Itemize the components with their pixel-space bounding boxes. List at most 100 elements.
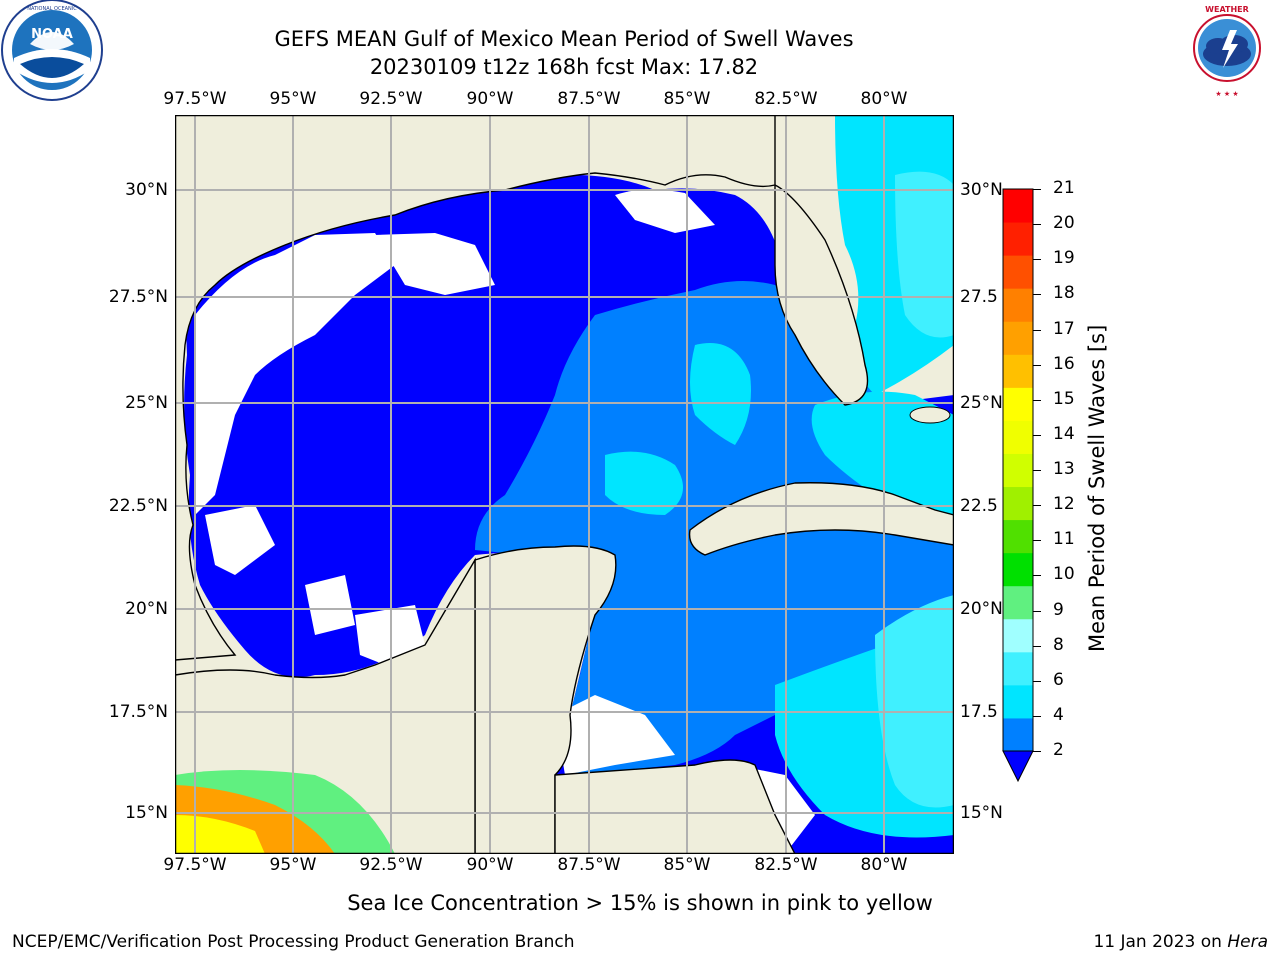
lat-tick-left: 22.5°N xyxy=(108,496,168,516)
svg-text:NATIONAL OCEANIC: NATIONAL OCEANIC xyxy=(27,6,77,12)
lon-tick-top: 80°W xyxy=(860,89,908,109)
lon-tick-bottom: 97.5°W xyxy=(163,855,227,875)
colorbar-tick-mark xyxy=(1033,399,1041,401)
footer-host: Hera xyxy=(1227,932,1268,952)
lon-tick-bottom: 80°W xyxy=(860,855,908,875)
colorbar-tick: 15 xyxy=(1053,388,1075,409)
lat-tick-right: 27.5 xyxy=(960,287,998,307)
lon-tick-bottom: 90°W xyxy=(466,855,514,875)
colorbar-tick: 21 xyxy=(1053,178,1075,198)
nodata-area xyxy=(555,695,675,775)
colorbar-segment xyxy=(1003,519,1033,554)
map-panel xyxy=(175,115,954,854)
lat-tick-left: 27.5°N xyxy=(108,287,168,307)
lon-tick-bottom: 95°W xyxy=(269,855,317,875)
chart-title: GEFS MEAN Gulf of Mexico Mean Period of … xyxy=(274,27,854,51)
central-america-land xyxy=(554,759,796,854)
colorbar-segment xyxy=(1003,255,1033,289)
colorbar-segment xyxy=(1003,585,1033,620)
swell-band-4-6 xyxy=(690,343,751,445)
colorbar-tick-mark xyxy=(1033,329,1041,331)
colorbar-segment xyxy=(1003,453,1033,488)
colorbar-tick-mark xyxy=(1033,715,1041,717)
footer-date-text: 11 Jan 2023 on xyxy=(1093,932,1228,952)
nodata-area xyxy=(195,233,395,515)
colorbar-segment xyxy=(1003,354,1033,388)
lat-tick-left: 15°N xyxy=(125,803,168,823)
colorbar-segment xyxy=(1003,618,1033,653)
lon-tick-bottom: 87.5°W xyxy=(557,855,621,875)
colorbar-tick: 17 xyxy=(1053,318,1075,339)
colorbar-tick: 10 xyxy=(1053,564,1075,585)
colorbar-segment xyxy=(1003,387,1033,421)
colorbar-under-triangle xyxy=(1002,750,1034,783)
colorbar-segment xyxy=(1003,288,1033,322)
colorbar-tick-mark xyxy=(1033,680,1041,682)
lat-tick-right: 15°N xyxy=(960,803,1003,823)
colorbar-tick: 16 xyxy=(1053,353,1075,374)
footer-producer: NCEP/EMC/Verification Post Processing Pr… xyxy=(12,932,575,952)
colorbar-tick: 6 xyxy=(1053,669,1064,690)
colorbar-tick-mark xyxy=(1033,540,1041,542)
us-gulf-coast xyxy=(175,115,776,661)
colorbar-segment xyxy=(1003,420,1033,454)
yucatan-land xyxy=(474,545,617,854)
lon-tick-top: 87.5°W xyxy=(557,89,621,109)
svg-text:★ ★ ★: ★ ★ ★ xyxy=(1215,90,1238,98)
colorbar-tick: 9 xyxy=(1053,599,1064,620)
nodata-area xyxy=(205,505,275,575)
colorbar-segment xyxy=(1003,486,1033,521)
colorbar-tick-mark xyxy=(1033,294,1041,296)
nws-logo: WEATHER ★ ★ ★ xyxy=(1180,1,1274,98)
colorbar-tick-mark xyxy=(1033,645,1041,647)
colorbar-tick-mark xyxy=(1033,470,1041,471)
map-frame xyxy=(175,115,954,854)
colorbar-tick-mark xyxy=(1033,189,1041,190)
colorbar-tick: 19 xyxy=(1053,248,1075,269)
lat-tick-right: 20°N xyxy=(960,599,1003,619)
lon-tick-bottom: 82.5°W xyxy=(754,855,818,875)
noaa-logo-text: NOAA xyxy=(31,27,73,42)
colorbar-tick: 8 xyxy=(1053,634,1064,655)
lon-tick-bottom: 92.5°W xyxy=(359,855,423,875)
lat-tick-right: 17.5 xyxy=(960,702,998,722)
colorbar-tick-mark xyxy=(1033,364,1041,366)
lon-tick-top: 90°W xyxy=(466,89,514,109)
lat-tick-right: 22.5 xyxy=(960,496,998,516)
lat-tick-left: 20°N xyxy=(125,599,168,619)
colorbar-tick: 20 xyxy=(1053,213,1075,234)
pacific-swell xyxy=(175,815,265,854)
colorbar xyxy=(1002,188,1034,783)
lat-tick-left: 25°N xyxy=(125,393,168,413)
swell-band-6-8 xyxy=(875,595,954,808)
colorbar-tick-mark xyxy=(1033,575,1041,577)
colorbar-segment xyxy=(1003,321,1033,355)
noaa-logo: NOAA NATIONAL OCEANIC xyxy=(1,0,103,101)
colorbar-segment xyxy=(1003,651,1033,686)
lat-tick-left: 30°N xyxy=(125,180,168,200)
lat-tick-right: 25°N xyxy=(960,393,1003,413)
swell-band-4-6 xyxy=(811,391,954,515)
colorbar-segment xyxy=(1003,684,1033,719)
colorbar-tick: 13 xyxy=(1053,459,1075,479)
colorbar-tick: 14 xyxy=(1053,423,1075,444)
colorbar-segment xyxy=(1003,189,1033,223)
colorbar-tick: 4 xyxy=(1053,704,1064,725)
lon-tick-top: 97.5°W xyxy=(163,89,227,109)
svg-text:WEATHER: WEATHER xyxy=(1205,5,1249,14)
nodata-area xyxy=(305,575,355,635)
cuba-land xyxy=(688,482,954,556)
bahamas-island xyxy=(909,406,951,424)
colorbar-segment xyxy=(1003,222,1033,256)
chart-subtitle: 20230109 t12z 168h fcst Max: 17.82 xyxy=(369,55,759,79)
colorbar-tick-mark xyxy=(1033,505,1041,507)
map-grid xyxy=(175,115,954,854)
colorbar-tick: 11 xyxy=(1053,529,1075,550)
colorbar-tick-mark xyxy=(1033,751,1041,752)
lon-tick-top: 95°W xyxy=(269,89,317,109)
colorbar-segment xyxy=(1003,717,1033,752)
florida-land xyxy=(774,183,869,406)
lat-tick-right: 30°N xyxy=(960,180,1003,200)
colorbar-tick-mark xyxy=(1033,224,1041,226)
lon-tick-top: 82.5°W xyxy=(754,89,818,109)
